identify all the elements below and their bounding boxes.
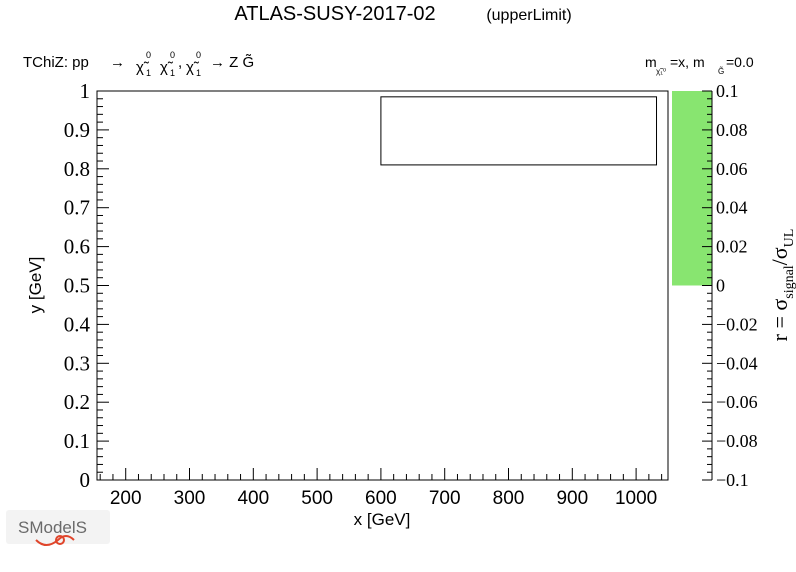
x-axis: 200 300 400 500 600 700 800 900 1000 [99,468,663,509]
chart-subtitle: (upperLimit) [486,7,571,24]
y-tick-label: 0.8 [64,157,90,181]
y-tick-label: 0.9 [64,118,90,142]
svg-text:χ̃₁⁰: χ̃₁⁰ [656,67,666,76]
y-tick-label: 1 [80,79,91,103]
x-tick-label: 500 [301,488,333,509]
colorbar-tick-label: −0.04 [716,353,758,373]
svg-text:G̃: G̃ [718,67,724,76]
x-tick-label: 200 [110,488,142,509]
y-tick-label: 0.7 [64,196,90,220]
colorbar-tick-label: 0.08 [716,120,748,140]
svg-text:0: 0 [146,50,151,60]
svg-text:TChiZ: pp: TChiZ: pp [23,54,89,71]
y-tick-label: 0.4 [64,312,91,336]
legend-box [380,96,658,166]
colorbar-fill [672,91,712,286]
svg-text:1: 1 [146,68,151,78]
smodels-logo: SModelS [6,510,110,546]
svg-text:m: m [645,54,657,70]
y-axis: 0 0.1 0.2 0.3 0.4 0.5 0.6 0.7 0.8 0.9 1 [64,79,109,492]
y-tick-label: 0.2 [64,390,90,414]
svg-text:=0.0: =0.0 [726,54,754,70]
x-tick-label: 900 [556,488,588,509]
svg-text:1: 1 [170,68,175,78]
x-tick-label: 700 [429,488,461,509]
colorbar-tick-label: 0.1 [716,81,739,101]
y-axis-title: y [GeV] [26,257,45,314]
svg-text:1: 1 [196,68,201,78]
colorbar-tick-label: −0.06 [716,392,758,412]
svg-text:0: 0 [196,50,201,60]
x-tick-label: 300 [174,488,206,509]
svg-text:SModelS: SModelS [18,518,87,537]
colorbar-tick-label: 0.04 [716,198,748,218]
colorbar-tick-label: 0 [716,276,725,296]
svg-text:,: , [178,54,182,71]
plot-frame [96,90,669,481]
colorbar-tick-label: −0.02 [716,314,758,334]
colorbar-title: r = σsignal/σUL [767,229,796,342]
x-tick-label: 600 [365,488,397,509]
colorbar-tick-label: 0.06 [716,159,748,179]
colorbar-axis: 0.1 0.08 0.06 0.04 0.02 0 −0.02 −0.04 −0.06 −0.08… [702,81,758,490]
x-tick-label: 1000 [615,488,657,509]
svg-text:→: → [110,54,125,71]
colorbar-tick-label: −0.08 [716,431,758,451]
x-axis-title: x [GeV] [354,510,411,529]
y-tick-label: 0.5 [64,274,90,298]
chart-title: ATLAS-SUSY-2017-02 [234,3,435,25]
x-tick-label: 800 [493,488,525,509]
process-label: TChiZ: pp → χ̃ 0 1 χ̃ 0 1 , χ̃ 0 1 → Z G… [23,50,254,78]
y-tick-label: 0 [80,468,91,492]
x-tick-label: 400 [237,488,269,509]
y-tick-label: 0.6 [64,235,90,259]
colorbar-tick-label: −0.1 [716,470,749,490]
mass-label: m χ̃₁⁰ =x, m G̃ =0.0 [645,54,754,76]
svg-text:=x, m: =x, m [670,54,705,70]
colorbar-tick-label: 0.02 [716,237,748,257]
svg-text:0: 0 [170,50,175,60]
y-tick-label: 0.1 [64,429,90,453]
y-tick-label: 0.3 [64,351,90,375]
svg-text:→ Z G̃: → Z G̃ [210,54,254,71]
